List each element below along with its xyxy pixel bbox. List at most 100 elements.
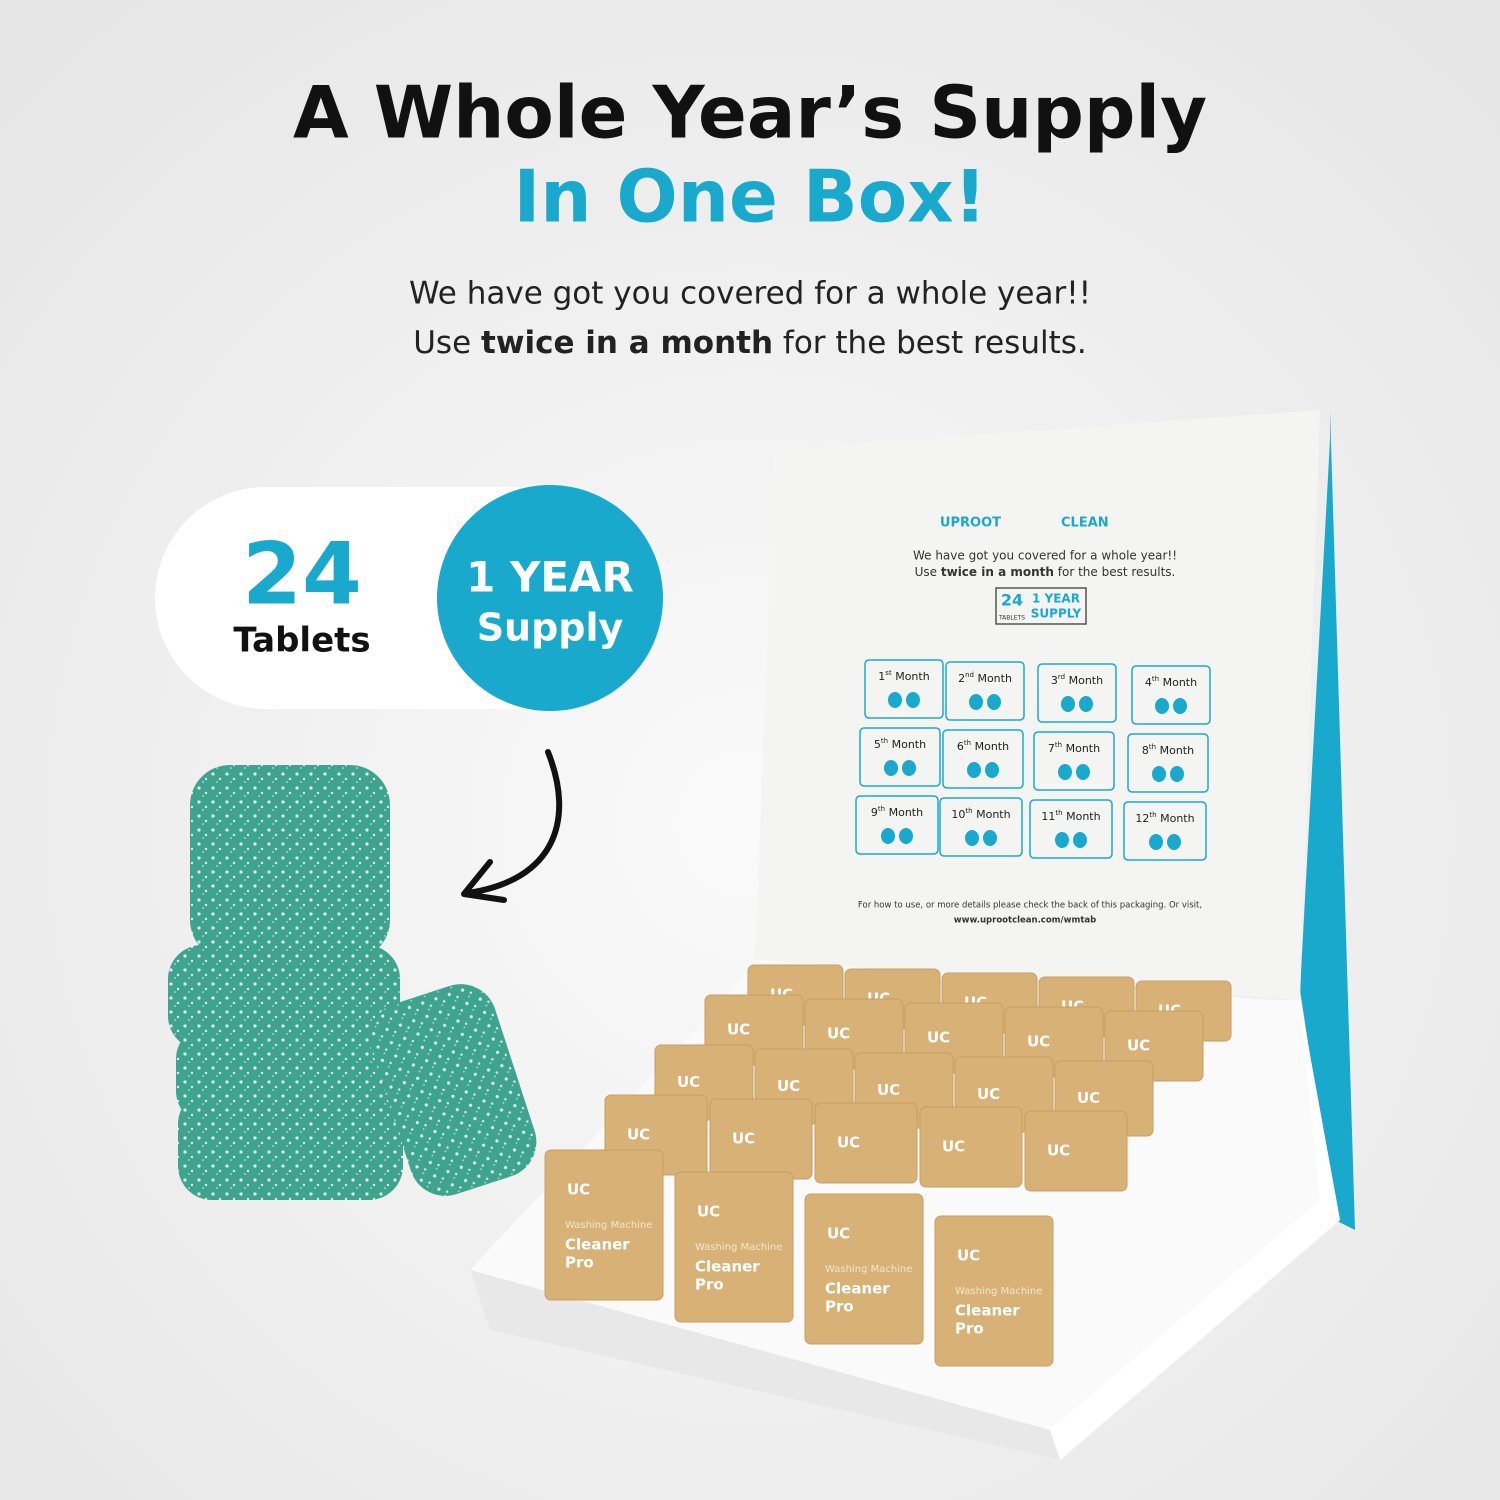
month-word: Month	[892, 738, 927, 751]
month-label: 6th Month	[957, 736, 1009, 753]
text: for the best results.	[1058, 565, 1176, 579]
month-label: 11th Month	[1041, 806, 1100, 823]
month-word: Month	[975, 740, 1010, 753]
month-number: 6	[957, 740, 964, 753]
tablet-dot	[899, 828, 913, 844]
emphasis: twice in a month	[941, 565, 1054, 579]
packet-logo: UC	[977, 1085, 1000, 1103]
text: Use	[413, 325, 471, 361]
month-number: 9	[871, 806, 878, 819]
packet-body	[709, 1098, 813, 1180]
month-suffix: st	[885, 669, 892, 677]
month-box	[855, 795, 939, 855]
month-word: Month	[1160, 744, 1195, 757]
month-cell: 10th Month	[939, 797, 1023, 857]
stamp-label: TABLETS	[998, 615, 1025, 622]
subtitle: We have got you covered for a whole year…	[409, 276, 1091, 312]
month-number: 11	[1041, 810, 1055, 823]
tablet-dot	[1173, 698, 1187, 714]
brand: UPROOT	[940, 516, 1001, 531]
title-accent: In One Box!	[513, 155, 986, 239]
packet-logo: UC	[827, 1025, 850, 1043]
tablet-dot	[1055, 832, 1069, 848]
month-word: Month	[1069, 674, 1104, 687]
packet-text: Cleaner	[825, 1280, 890, 1298]
packet-text: Washing Machine	[695, 1242, 782, 1253]
month-suffix: th	[878, 805, 885, 813]
month-box	[1131, 665, 1211, 725]
text: for the best results.	[783, 325, 1087, 361]
packet-logo: UC	[567, 1181, 590, 1199]
tablet-dot	[1149, 834, 1163, 850]
tablet-dot	[1079, 696, 1093, 712]
packet-text: Washing Machine	[825, 1264, 912, 1275]
month-number: 3	[1051, 674, 1058, 687]
badge-circle-text: 1 YEAR	[466, 553, 634, 602]
month-box	[939, 797, 1023, 857]
packet-body	[804, 1193, 924, 1345]
month-number: 1	[878, 670, 885, 683]
packet-text: Cleaner	[695, 1258, 760, 1276]
packet-logo: UC	[877, 1081, 900, 1099]
month-cell: 4th Month	[1131, 665, 1211, 725]
month-box	[942, 729, 1024, 789]
tablet-dot	[1170, 766, 1184, 782]
tablet-dot	[888, 692, 902, 708]
month-cell: 8th Month	[1127, 733, 1209, 793]
month-cell: 2nd Month	[945, 661, 1025, 721]
stamp-count: 24	[1001, 591, 1023, 610]
packet-logo: UC	[957, 1247, 980, 1265]
month-label: 9th Month	[871, 802, 923, 819]
packet: UC	[814, 1102, 918, 1184]
box-text: We have got you covered for a whole year…	[913, 549, 1177, 563]
box-footer: www.uprootclean.com/wmtab	[954, 916, 1096, 926]
tablet-dot	[906, 692, 920, 708]
packet-body	[934, 1215, 1054, 1367]
month-label: 2nd Month	[958, 668, 1012, 685]
box-wall	[1050, 1000, 1340, 1460]
packet-text: Cleaner	[955, 1302, 1020, 1320]
packet-text: Pro	[695, 1276, 724, 1294]
tablet-dot	[1061, 696, 1075, 712]
month-label: 8th Month	[1142, 740, 1194, 757]
packet-text: Washing Machine	[955, 1286, 1042, 1297]
packet-logo: UC	[1027, 1033, 1050, 1051]
month-box	[1127, 733, 1209, 793]
month-box	[864, 659, 944, 719]
packet-logo: UC	[1127, 1037, 1150, 1055]
packet-body	[919, 1106, 1023, 1188]
tablet-dot	[881, 828, 895, 844]
arrow	[465, 749, 563, 896]
packet-logo: UC	[727, 1021, 750, 1039]
packet: UC	[709, 1098, 813, 1180]
month-box	[945, 661, 1025, 721]
box-footer: For how to use, or more details please c…	[858, 901, 1202, 911]
packet-logo: UC	[1077, 1089, 1100, 1107]
packets: UCUCUCUCUCUCUCUCUCUCUCUCUCUCUCUCUCUCUCUC…	[544, 964, 1232, 1367]
month-suffix: rd	[1058, 673, 1065, 681]
month-number: 7	[1048, 742, 1055, 755]
brand: CLEAN	[1061, 516, 1109, 531]
packet: UC	[1024, 1110, 1128, 1192]
tablets	[168, 765, 537, 1200]
month-box	[1029, 799, 1113, 859]
tablet-dot	[987, 694, 1001, 710]
month-suffix: th	[1149, 743, 1156, 751]
month-word: Month	[889, 806, 924, 819]
tablet-dot	[1076, 764, 1090, 780]
tablet-dot	[965, 830, 979, 846]
month-cell: 1st Month	[864, 659, 944, 719]
month-number: 12	[1135, 812, 1149, 825]
box-wall	[470, 1270, 1060, 1460]
stamp-text: 1 YEAR	[1032, 592, 1080, 606]
tablet-dot	[1058, 764, 1072, 780]
month-suffix: th	[881, 737, 888, 745]
month-word: Month	[1066, 810, 1101, 823]
month-word: Month	[1066, 742, 1101, 755]
tablet	[369, 984, 537, 1196]
tablet-dot	[1152, 766, 1166, 782]
